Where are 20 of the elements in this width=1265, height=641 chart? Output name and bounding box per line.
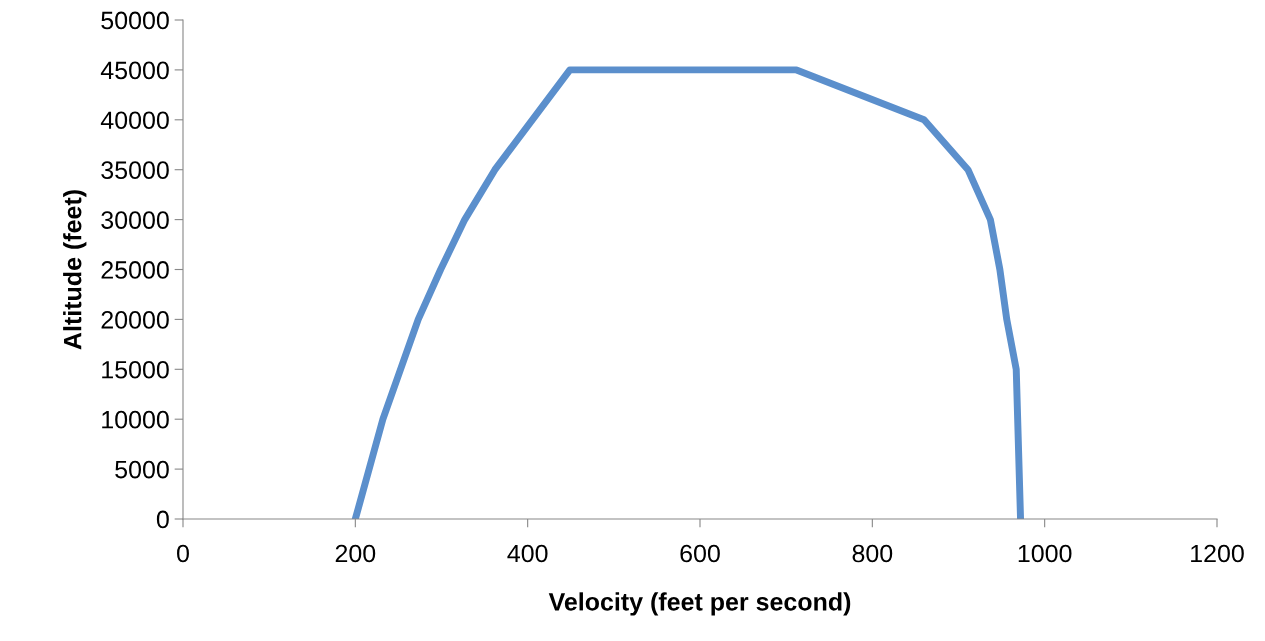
y-tick-label: 15000: [102, 360, 169, 379]
y-tick-label: 5000: [115, 460, 169, 479]
y-axis-title: Altitude (feet): [63, 190, 87, 350]
x-tick-label: 1000: [1018, 544, 1072, 563]
x-tick-label: 800: [852, 544, 893, 563]
y-tick-label: 20000: [101, 311, 169, 329]
y-tick-label: 30000: [101, 211, 169, 229]
y-tick-label: 10000: [102, 410, 169, 429]
y-tick-label: 35000: [101, 161, 169, 179]
y-tick-label: 0: [156, 510, 169, 529]
y-tick-label: 40000: [100, 111, 169, 130]
x-axis-title: Velocity (feet per second): [548, 592, 851, 616]
y-tick-label: 25000: [101, 261, 169, 279]
x-tick-label: 600: [680, 544, 720, 563]
x-tick-label: 400: [507, 544, 548, 563]
y-tick-label: 45000: [100, 61, 169, 80]
y-tick-label: 50000: [101, 11, 169, 30]
x-tick-label: 0: [177, 544, 189, 563]
x-tick-label: 1200: [1191, 544, 1244, 563]
x-tick-label: 200: [335, 544, 376, 563]
